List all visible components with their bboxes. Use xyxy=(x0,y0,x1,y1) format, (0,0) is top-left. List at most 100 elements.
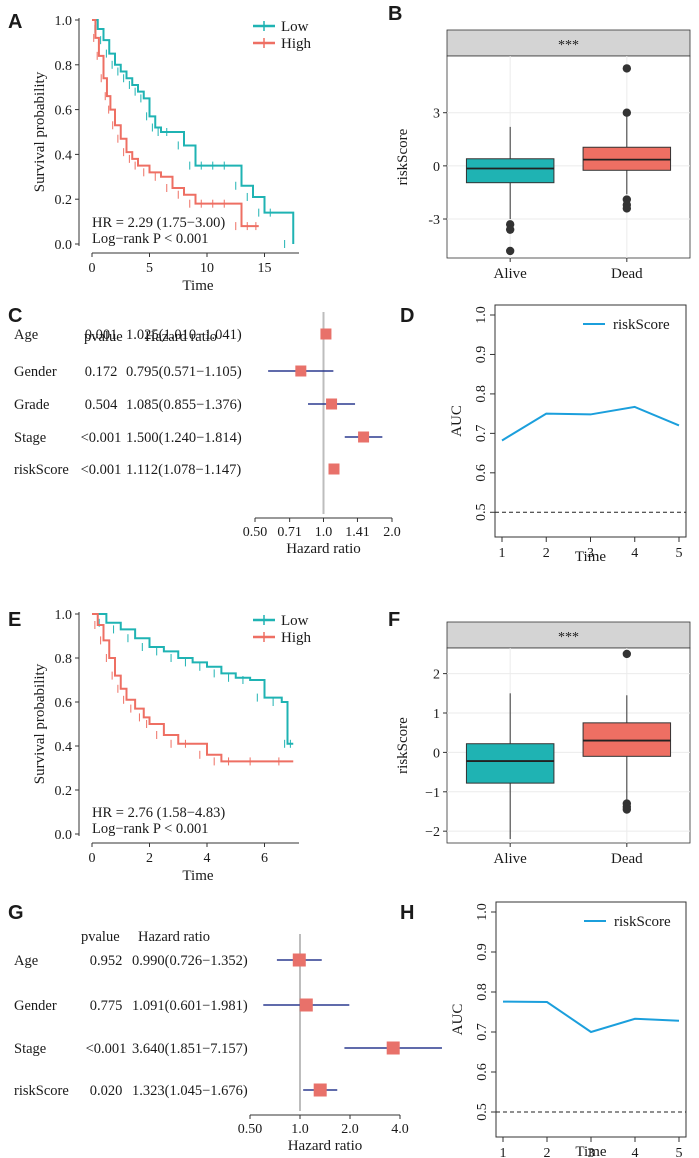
x-tick-label: 2 xyxy=(544,1146,551,1158)
row-hazard-ratio: 0.795(0.571−1.105) xyxy=(126,364,242,380)
boxplot-F: *** −2 −1 0 1 2 Alive Dead riskScore xyxy=(395,621,691,867)
row-label-grade: Grade xyxy=(14,397,49,413)
y-tick-label: 2 xyxy=(433,668,440,683)
y-tick-label: 1.0 xyxy=(475,903,490,921)
y-tick-label: 0.8 xyxy=(474,385,489,403)
x-tick-label: 10 xyxy=(200,261,214,276)
legend-label-high: High xyxy=(281,630,312,646)
survival-curve-low xyxy=(92,613,294,745)
hazard-ratio-annotation: HR = 2.76 (1.58−4.83) xyxy=(92,805,225,821)
y-tick-label: 0.0 xyxy=(55,828,73,843)
x-tick-label: 15 xyxy=(258,261,272,276)
auc-plot-D: 0.5 0.6 0.7 0.8 0.9 1.0 1 2 3 4 5 Time AUC riskScore xyxy=(449,304,687,565)
x-tick-label: 6 xyxy=(261,851,268,866)
legend-label-low: Low xyxy=(281,19,309,35)
y-tick-label: 0.8 xyxy=(475,983,490,1001)
logrank-annotation: Log−rank P < 0.001 xyxy=(92,231,209,247)
x-tick-label: 4 xyxy=(631,546,638,561)
y-tick-label: 0.6 xyxy=(474,464,489,482)
y-tick-label: 0.8 xyxy=(55,652,73,667)
y-tick-label: 0 xyxy=(433,160,440,175)
row-label-stage: Stage xyxy=(14,1041,46,1057)
plot-frame xyxy=(494,304,687,538)
km-plot-E: 0.0 0.2 0.4 0.6 0.8 1.0 0 2 4 6 Time Survival proba… xyxy=(32,608,312,884)
logrank-annotation: Log−rank P < 0.001 xyxy=(92,821,209,837)
row-pvalue: 0.504 xyxy=(85,397,118,413)
outlier-point xyxy=(622,64,632,73)
auc-line xyxy=(502,1000,680,1034)
y-axis-title: AUC xyxy=(450,1004,466,1036)
outlier-point xyxy=(505,246,515,256)
box-dead xyxy=(582,722,672,757)
box-alive xyxy=(465,743,555,784)
row-pvalue: 0.172 xyxy=(85,364,118,380)
row-label-gender: Gender xyxy=(14,998,57,1014)
panel-label-B: B xyxy=(388,3,402,25)
outlier-point xyxy=(622,805,632,814)
survival-curve-high xyxy=(92,19,259,228)
row-hazard-ratio: 1.112(1.078−1.147) xyxy=(126,462,241,478)
hazard-ratio-marker xyxy=(358,431,370,443)
x-tick-label: Dead xyxy=(611,851,643,867)
panel-label-F: F xyxy=(388,609,400,631)
row-pvalue: <0.001 xyxy=(81,462,122,478)
column-header-hazard-ratio: Hazard ratio xyxy=(138,929,210,945)
x-tick-label: 1.41 xyxy=(345,525,370,540)
x-axis-title: Time xyxy=(575,1144,606,1158)
x-tick-label: 0 xyxy=(89,851,96,866)
x-axis-title: Time xyxy=(575,549,606,565)
y-tick-label: 0.7 xyxy=(475,1023,490,1041)
y-tick-label: 0.2 xyxy=(55,193,73,208)
panel-label-A: A xyxy=(8,11,22,33)
x-tick-label: 2.0 xyxy=(383,525,401,540)
x-axis-title: Time xyxy=(182,868,213,884)
y-tick-label: 0.6 xyxy=(475,1063,490,1081)
y-tick-label: 0.9 xyxy=(475,943,490,961)
y-tick-label: 1.0 xyxy=(55,608,73,623)
x-tick-label: 3 xyxy=(587,546,594,561)
box-alive xyxy=(465,158,555,184)
column-header-pvalue: pvalue xyxy=(81,929,120,945)
x-axis-title: Time xyxy=(182,278,213,294)
x-tick-label: 1.0 xyxy=(291,1122,309,1137)
row-pvalue: 0.020 xyxy=(90,1083,123,1099)
outlier-point xyxy=(622,108,632,117)
y-axis-title: AUC xyxy=(449,405,465,437)
row-hazard-ratio: 1.091(0.601−1.981) xyxy=(132,998,248,1014)
y-tick-label: −1 xyxy=(425,786,440,801)
y-tick-label: 0.6 xyxy=(55,696,73,711)
x-tick-label: Alive xyxy=(494,266,528,282)
y-axis-title: riskScore xyxy=(395,717,411,774)
y-tick-label: 1.0 xyxy=(474,306,489,324)
legend-label: riskScore xyxy=(613,317,670,333)
row-hazard-ratio: 1.025(1.010−1.041) xyxy=(126,327,242,343)
column-header-pvalue: pvalue xyxy=(84,329,123,345)
hazard-ratio-marker xyxy=(320,328,332,340)
boxplot-B: *** -3 0 3 Alive Dead riskScore xyxy=(395,29,691,282)
x-tick-label: 0.50 xyxy=(238,1122,263,1137)
x-tick-label: 1 xyxy=(500,1146,507,1158)
x-tick-label: 0.71 xyxy=(277,525,302,540)
auc-plot-H: 0.5 0.6 0.7 0.8 0.9 1.0 1 2 3 4 5 Time AUC riskScore xyxy=(450,901,687,1158)
hazard-ratio-marker xyxy=(292,953,306,967)
hazard-ratio-marker xyxy=(295,365,307,377)
row-label-gender: Gender xyxy=(14,364,57,380)
row-hazard-ratio: 3.640(1.851−7.157) xyxy=(132,1041,248,1057)
y-tick-label: 0.4 xyxy=(55,148,73,163)
row-label-age: Age xyxy=(14,327,38,343)
y-axis-title: Survival probability xyxy=(32,663,48,784)
x-tick-label: 5 xyxy=(676,1146,683,1158)
y-tick-label: 0.0 xyxy=(55,238,73,253)
y-tick-label: 0 xyxy=(433,746,440,761)
x-tick-label: 2.0 xyxy=(341,1122,359,1137)
outlier-point xyxy=(622,649,632,659)
y-tick-label: 0.2 xyxy=(55,784,73,799)
y-tick-label: 1 xyxy=(433,707,440,722)
x-tick-label: 5 xyxy=(676,546,683,561)
survival-curve-low xyxy=(92,19,295,244)
km-plot-A: 0.0 0.2 0.4 0.6 0.8 1.0 0 5 10 15 Time Survival pro… xyxy=(32,14,312,294)
facet-strip xyxy=(446,621,691,649)
survival-curve-high xyxy=(92,613,294,763)
hazard-ratio-marker xyxy=(386,1041,400,1055)
